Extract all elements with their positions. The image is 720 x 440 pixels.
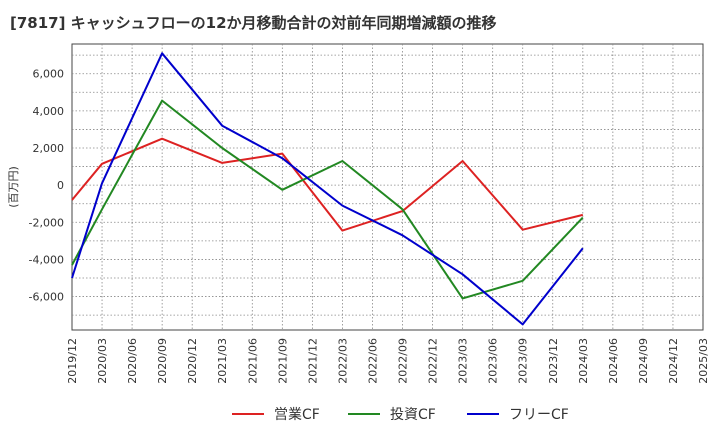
legend-label-1: 営業CF [274, 407, 320, 423]
x-tick-label: 2025/03 [697, 338, 710, 384]
chart-title: [7817] キャッシュフローの12か月移動合計の対前年同期増減額の推移 [10, 14, 497, 32]
series-line-2 [71, 99, 584, 300]
y-tick-label: 4,000 [33, 105, 65, 118]
x-tick-label: 2020/09 [156, 338, 169, 384]
x-tick-label: 2022/09 [397, 338, 410, 384]
x-tick-label: 2023/12 [547, 338, 560, 384]
x-tick-label: 2024/03 [577, 338, 590, 384]
y-axis-label: (百万円) [7, 166, 20, 208]
legend-label-2: 投資CF [390, 407, 436, 423]
x-tick-label: 2021/12 [306, 338, 319, 384]
x-tick-label: 2024/12 [667, 338, 680, 384]
x-tick-label: 2021/03 [216, 338, 229, 384]
x-tick-label: 2019/12 [66, 338, 79, 384]
x-tick-label: 2021/06 [246, 338, 259, 384]
y-tick-label: 6,000 [33, 68, 65, 81]
x-tick-label: 2020/12 [186, 338, 199, 384]
y-tick-label: -2,000 [29, 216, 64, 229]
legend-label-3: フリーCF [509, 407, 569, 423]
y-tick-label: -4,000 [29, 253, 64, 266]
x-tick-label: 2024/09 [637, 338, 650, 384]
x-tick-label: 2023/03 [457, 338, 470, 384]
x-tick-label: 2022/03 [336, 338, 349, 384]
x-tick-label: 2024/06 [607, 338, 620, 384]
x-tick-label: 2021/09 [276, 338, 289, 384]
series-line-1 [71, 137, 584, 232]
x-tick-label: 2022/12 [427, 338, 440, 384]
y-tick-label: 0 [57, 179, 64, 192]
series-line-3 [71, 52, 584, 326]
plot-area [71, 43, 704, 331]
x-tick-label: 2023/09 [517, 338, 530, 384]
x-tick-label: 2020/03 [96, 338, 109, 384]
x-tick-label: 2022/06 [366, 338, 379, 384]
x-tick-label: 2020/06 [126, 338, 139, 384]
x-tick-label: 2023/06 [487, 338, 500, 384]
y-tick-label: 2,000 [33, 142, 65, 155]
y-tick-label: -6,000 [29, 291, 64, 304]
